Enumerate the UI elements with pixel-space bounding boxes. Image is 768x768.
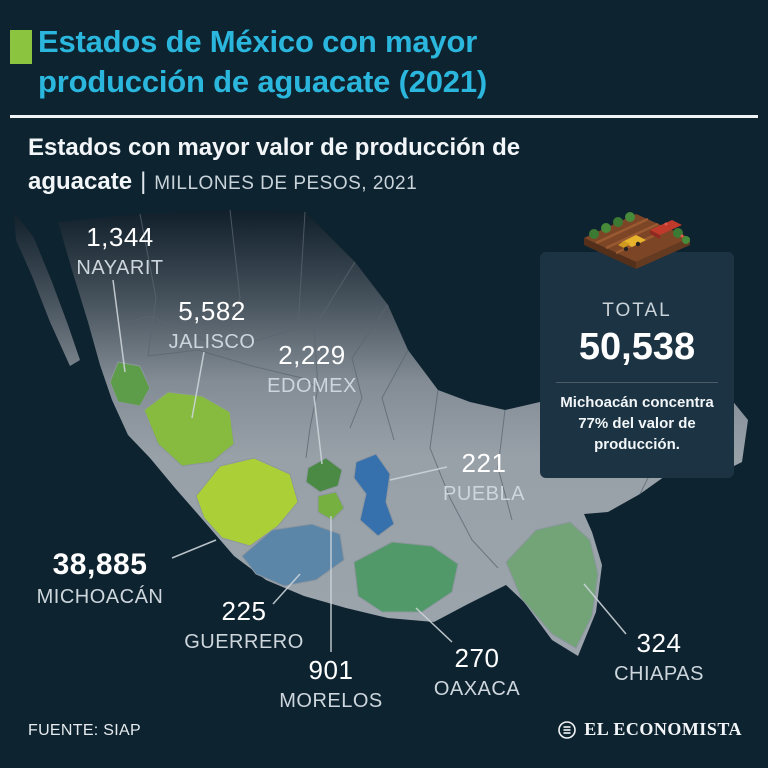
callout-line-puebla xyxy=(389,466,448,481)
callout-line-jalisco xyxy=(191,351,205,419)
state-shape-guerrero xyxy=(241,523,345,587)
map-label-edomex: 2,229 EDOMEX xyxy=(267,340,357,398)
state-value: 5,582 xyxy=(178,296,246,326)
state-name: OAXACA xyxy=(433,678,521,700)
total-divider xyxy=(556,382,718,383)
page-title: Estados de México con mayor producción d… xyxy=(38,22,738,102)
chart-subtitle: Estados con mayor valor de producción de… xyxy=(28,132,738,200)
state-name: GUERRERO xyxy=(184,631,304,653)
state-name: NAYARIT xyxy=(76,257,164,279)
map-label-oaxaca: 270 OAXACA xyxy=(434,643,520,701)
subtitle-unit: MILLONES DE PESOS, 2021 xyxy=(154,173,418,194)
state-shape-oaxaca xyxy=(353,541,459,613)
total-value: 50,538 xyxy=(578,326,696,368)
map-label-puebla: 221 PUEBLA xyxy=(443,448,525,506)
state-shape-edomex xyxy=(305,457,343,493)
page-title-line1: Estados de México con mayor xyxy=(38,24,478,59)
state-name: EDOMEX xyxy=(267,375,357,397)
header-divider xyxy=(10,115,758,118)
state-shape-nayarit xyxy=(109,361,151,407)
map-label-jalisco: 5,582 JALISCO xyxy=(169,296,256,354)
el-economista-logo-icon xyxy=(558,720,577,739)
state-name: JALISCO xyxy=(168,331,256,353)
subtitle-line2: aguacate | MILLONES DE PESOS, 2021 xyxy=(28,166,738,200)
source-text: FUENTE: SIAP xyxy=(28,722,141,739)
subtitle-bold-line1: Estados con mayor valor de producción de xyxy=(28,134,521,161)
state-shape-puebla xyxy=(353,453,395,537)
brand-text: EL ECONOMISTA xyxy=(584,719,742,739)
callout-line-guerrero xyxy=(272,573,301,605)
callout-line-chiapas xyxy=(583,583,627,635)
accent-square xyxy=(10,30,32,64)
avocado-farm-illustration xyxy=(584,212,690,269)
state-value: 225 xyxy=(221,596,267,626)
state-value: 270 xyxy=(454,643,500,673)
state-name: MICHOACÁN xyxy=(36,586,164,608)
page-title-line2: producción de aguacate (2021) xyxy=(38,64,487,99)
state-value: 1,344 xyxy=(86,222,154,252)
subtitle-separator: | xyxy=(140,168,147,195)
state-value: 901 xyxy=(308,655,354,685)
state-shape-michoacan xyxy=(195,457,299,547)
map-label-guerrero: 225 GUERRERO xyxy=(184,596,304,654)
callout-line-oaxaca xyxy=(415,607,453,643)
brand: EL ECONOMISTA xyxy=(557,719,742,740)
total-label: TOTAL xyxy=(602,300,672,321)
callout-line-edomex xyxy=(313,395,323,465)
callout-lines xyxy=(112,279,627,652)
state-value: 2,229 xyxy=(278,340,346,370)
baja-california-shape xyxy=(14,212,80,366)
map-label-nayarit: 1,344 NAYARIT xyxy=(76,222,163,280)
state-value: 38,885 xyxy=(52,548,148,581)
highlighted-states xyxy=(109,361,599,649)
total-note: Michoacán concentra 77% del valor de pro… xyxy=(560,394,714,453)
state-value: 324 xyxy=(636,628,682,658)
state-name: PUEBLA xyxy=(443,483,525,505)
state-shape-jalisco xyxy=(143,391,235,467)
callout-line-michoacan xyxy=(171,539,217,559)
callout-line-nayarit xyxy=(112,279,126,373)
subtitle-bold-line2: aguacate xyxy=(28,168,133,195)
map-label-michoacan: 38,885 MICHOACÁN xyxy=(37,548,164,609)
state-shape-chiapas xyxy=(505,521,599,649)
map-label-morelos: 901 MORELOS xyxy=(279,655,383,713)
total-card xyxy=(540,252,734,478)
state-name: CHIAPAS xyxy=(614,663,704,685)
map-label-chiapas: 324 CHIAPAS xyxy=(614,628,704,686)
state-value: 221 xyxy=(461,448,507,478)
state-name: MORELOS xyxy=(279,690,383,712)
state-shape-morelos xyxy=(317,491,345,521)
